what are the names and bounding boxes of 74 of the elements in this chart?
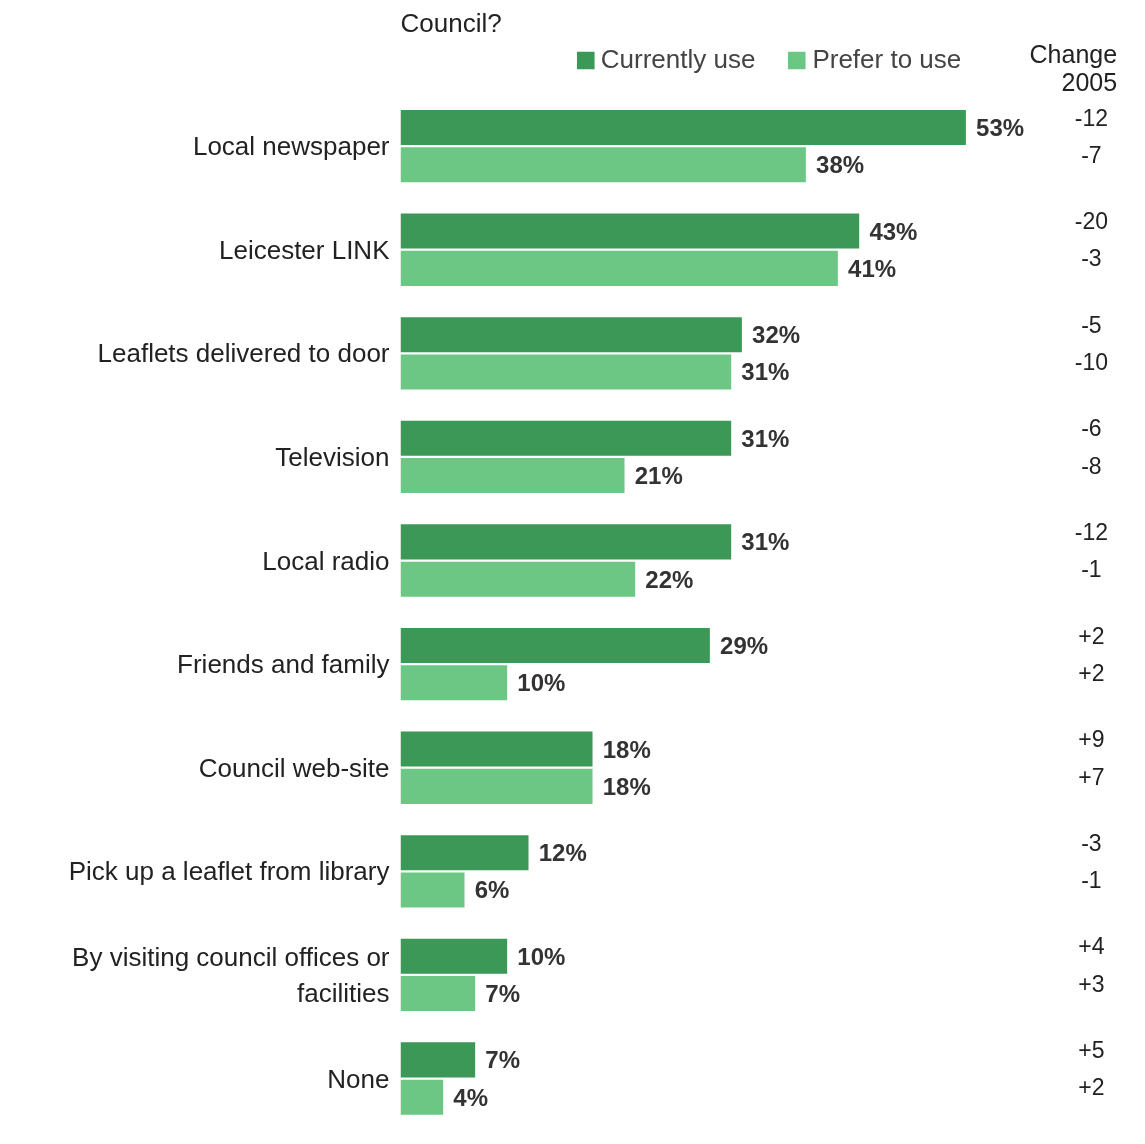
data-label: 38% [816,151,865,179]
bar [400,109,966,145]
bar [400,872,465,908]
y-tick-label: Pick up a leaflet from library [68,856,390,887]
bar [400,354,732,390]
data-label: 53% [976,113,1025,141]
text: -1 [1081,556,1102,583]
data-label: 22% [645,565,694,593]
text: Change 2005 [1029,40,1118,97]
y-tick-label: None [327,1063,390,1094]
text: -6 [1081,415,1102,442]
text: -3 [1081,245,1102,272]
text: -1 [1081,867,1102,894]
bar [400,768,593,804]
data-label: 43% [869,217,918,245]
data-label: 6% [474,876,510,904]
data-label: 18% [602,735,651,763]
y-tick-label: Television [275,441,390,472]
bar [400,561,636,597]
bar [400,317,742,353]
text: -12 [1074,519,1109,545]
bar [400,627,710,663]
data-label: 18% [602,772,651,800]
y-tick-label: Local radio [262,545,390,576]
bar [400,731,593,767]
text: +5 [1078,1037,1105,1064]
text: -12 [1074,104,1109,131]
bar [400,1079,444,1115]
legend-label: Prefer to use [812,44,962,75]
bar [400,524,732,560]
text: +3 [1078,970,1105,997]
data-label: 12% [538,839,587,867]
data-label: 4% [453,1083,489,1111]
data-label: 10% [517,669,566,697]
legend-label: Currently use [600,44,756,75]
data-label: 21% [634,462,683,490]
bar [400,835,529,871]
data-label: 10% [517,942,566,970]
bar [400,665,508,701]
text: +2 [1078,659,1105,686]
bar [400,1042,476,1078]
data-label: 32% [752,321,801,349]
bar [400,976,476,1012]
y-tick-label: By visiting council offices or facilities [72,941,390,1008]
y-tick-label: Leicester LINK [218,234,391,265]
y-tick-label: Leaflets delivered to door [97,338,390,369]
text: +2 [1078,622,1105,649]
data-label: 41% [848,254,897,282]
text: +9 [1078,726,1105,753]
bar [400,250,838,286]
data-label: 31% [741,528,790,556]
text: +2 [1078,1074,1105,1101]
bar [400,938,508,974]
data-label: 29% [720,631,769,659]
y-tick-label: Local newspaper [192,131,390,162]
bar [400,213,860,249]
text: +7 [1078,763,1105,790]
data-label: 7% [485,1046,521,1074]
y-tick-label: Friends and family [177,649,390,680]
text: -20 [1074,208,1109,235]
text: -3 [1081,829,1102,856]
y-tick-label: Council web-site [198,752,390,783]
text: -10 [1074,349,1109,376]
data-label: 31% [741,424,790,452]
data-label: 31% [741,358,790,386]
text: -7 [1081,141,1102,168]
text: -5 [1081,311,1102,338]
bar [400,458,625,494]
bar [400,147,806,183]
text: +4 [1078,933,1105,960]
text: -8 [1081,452,1102,479]
data-label: 7% [485,980,521,1008]
chart-title: Council? [400,7,502,38]
bar [400,420,732,456]
